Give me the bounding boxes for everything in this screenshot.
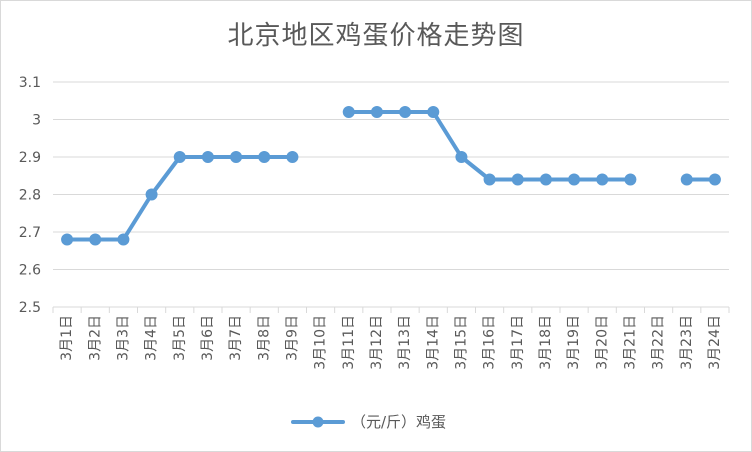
data-point [61, 233, 74, 246]
x-tick-label: 3月20日 [594, 315, 610, 370]
series-line [346, 110, 633, 182]
series-line [65, 155, 295, 242]
data-point [624, 173, 637, 186]
data-point [568, 173, 581, 186]
data-point [455, 151, 468, 163]
x-tick-label: 3月15日 [453, 315, 469, 370]
data-point [370, 106, 383, 118]
x-tick-label: 3月2日 [87, 315, 103, 361]
x-tick-label: 3月14日 [425, 315, 441, 370]
legend-marker [312, 416, 324, 428]
data-point [117, 233, 130, 246]
data-point [427, 106, 440, 118]
x-tick-label: 3月1日 [59, 315, 75, 361]
x-tick-label: 3月22日 [651, 315, 667, 370]
x-tick-label: 3月23日 [679, 315, 695, 370]
data-point [399, 106, 412, 118]
data-point [342, 106, 355, 118]
x-tick-label: 3月13日 [397, 315, 413, 370]
x-tick-label: 3月6日 [200, 315, 216, 361]
data-point [145, 188, 158, 201]
x-tick-label: 3月19日 [566, 315, 582, 370]
data-point [596, 173, 609, 186]
data-point [89, 233, 102, 246]
y-tick-label: 2.8 [19, 188, 41, 204]
y-tick-label: 3 [32, 113, 41, 129]
data-point [539, 173, 552, 186]
x-tick-label: 3月7日 [228, 315, 244, 361]
x-tick-label: 3月10日 [313, 315, 329, 370]
chart-title: 北京地区鸡蛋价格走势图 [227, 21, 525, 51]
x-tick-label: 3月16日 [482, 315, 498, 370]
y-tick-label: 2.9 [19, 150, 41, 166]
x-tick-label: 3月24日 [707, 315, 723, 370]
y-tick-label: 2.5 [19, 300, 41, 316]
y-tick-label: 2.6 [19, 263, 41, 279]
data-point [708, 173, 721, 186]
x-tick-label: 3月11日 [341, 315, 357, 370]
x-tick-label: 3月12日 [369, 315, 385, 370]
y-tick-label: 3.1 [19, 75, 41, 91]
x-tick-label: 3月21日 [622, 315, 638, 370]
data-point [258, 151, 271, 163]
x-tick-label: 3月3日 [115, 315, 131, 361]
y-tick-label: 2.7 [19, 225, 41, 241]
x-tick-label: 3月18日 [538, 315, 554, 370]
data-point [680, 173, 693, 186]
data-point [230, 151, 243, 163]
x-tick-label: 3月17日 [510, 315, 526, 370]
x-tick-label: 3月8日 [256, 315, 272, 361]
data-point [511, 173, 524, 186]
x-tick-label: 3月5日 [172, 315, 188, 361]
x-tick-label: 3月4日 [144, 315, 160, 361]
legend-label: （元/斤）鸡蛋 [351, 413, 446, 431]
x-tick-label: 3月9日 [284, 315, 300, 361]
data-point [483, 173, 496, 186]
data-point [286, 151, 299, 163]
data-point [173, 151, 186, 163]
data-point [201, 151, 214, 163]
